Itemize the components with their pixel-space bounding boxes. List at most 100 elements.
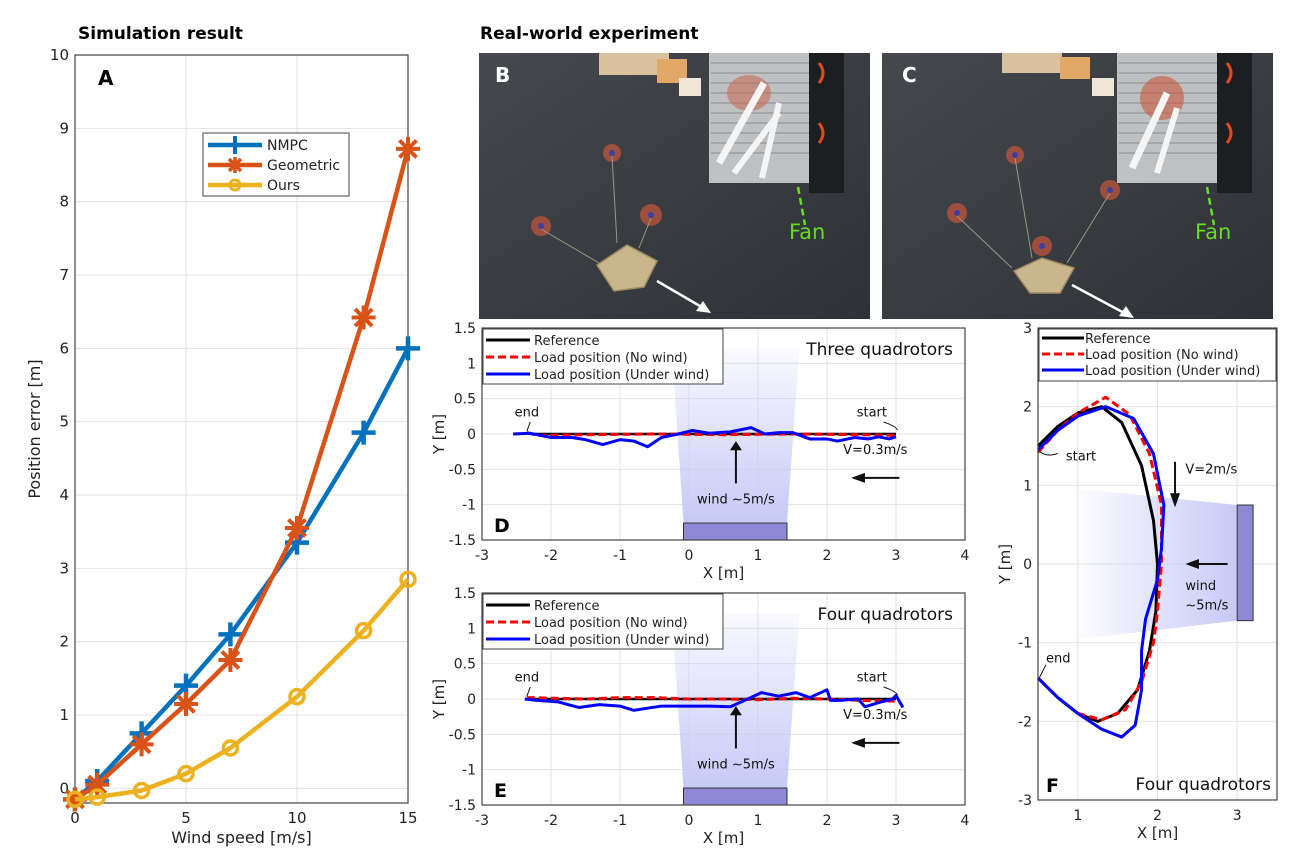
annotation-end: end <box>515 405 540 420</box>
x-axis-label: Wind speed [m/s] <box>171 828 312 847</box>
photo-c-illustration: Fan C <box>882 53 1273 319</box>
quadrotor <box>1100 180 1120 200</box>
x-tick-label: 10 <box>287 809 306 827</box>
wind-arrowhead <box>729 706 742 716</box>
data-point-nmpc <box>218 622 243 647</box>
x-tick-label: 5 <box>181 809 191 827</box>
data-point-ours <box>399 570 417 589</box>
fan-box <box>1236 504 1254 622</box>
marker-plus <box>351 420 376 445</box>
quadrotor <box>640 204 662 226</box>
panel-label-e: E <box>494 780 507 802</box>
data-point-geometric <box>351 305 376 330</box>
y-tick-label: 0.5 <box>454 657 476 673</box>
photo-b: Fan B <box>479 53 870 319</box>
series-line-under-wind <box>512 426 897 449</box>
annotation-wind: wind <box>1185 579 1216 594</box>
panel-label-c: C <box>902 63 917 87</box>
y-axis-label: Y [m] <box>996 544 1014 585</box>
marker-asterisk <box>396 136 420 161</box>
fan-label: Fan <box>1195 220 1231 244</box>
y-tick-label: 2 <box>1023 400 1032 416</box>
data-point-nmpc <box>396 336 420 361</box>
data-point-nmpc <box>351 420 376 445</box>
annotation-wind: wind ~5m/s <box>697 492 775 507</box>
tethers <box>540 155 652 264</box>
fan-pointer <box>1205 186 1216 226</box>
y-tick-label: 2 <box>59 633 69 651</box>
x-tick-label: 0 <box>685 813 694 829</box>
x-tick-label: 4 <box>961 813 970 829</box>
velocity-arrowhead <box>851 472 865 483</box>
wind-arrowhead <box>729 441 742 451</box>
annotation-start: start <box>857 670 887 685</box>
quadrotor <box>1006 146 1024 164</box>
annotation-pointer <box>883 686 899 696</box>
y-tick-label: -1 <box>462 498 476 514</box>
x-tick-label: -3 <box>475 813 489 829</box>
y-axis-label: Y [m] <box>430 679 448 720</box>
marker-asterisk <box>129 732 154 757</box>
y-tick-label: 9 <box>59 119 69 137</box>
data-point-ours <box>221 739 240 757</box>
y-tick-label: 7 <box>59 266 69 284</box>
y-tick-label: 1 <box>59 706 69 724</box>
wind-zone <box>1069 487 1238 641</box>
data-point-geometric <box>129 732 154 757</box>
axes-frame <box>481 327 966 541</box>
x-tick-label: 2 <box>1153 808 1162 824</box>
y-tick-label: 1 <box>467 356 476 372</box>
marker-plus <box>396 336 420 361</box>
annotation-end: end <box>1046 651 1071 666</box>
quadrotor <box>603 144 621 162</box>
marker-circle <box>132 781 151 800</box>
legend: NMPC Geometric Ours <box>202 132 350 197</box>
x-tick-label: -3 <box>475 548 489 564</box>
photo-b-illustration: Fan B <box>479 53 870 319</box>
y-tick-label: -1 <box>462 763 476 779</box>
y-tick-label: -3 <box>1018 793 1032 809</box>
marker-plus <box>218 622 243 647</box>
data-point-ours <box>132 781 151 800</box>
photo-c: Fan C <box>882 53 1273 319</box>
series-line-no-wind <box>1036 395 1163 722</box>
simulation-title: Simulation result <box>78 24 243 44</box>
legend-label: Reference <box>1085 332 1150 347</box>
x-tick-label: 15 <box>398 809 417 827</box>
foam-tiles <box>1002 53 1114 96</box>
motion-arrow <box>1071 283 1134 318</box>
real-world-title: Real-world experiment <box>480 24 699 44</box>
data-point-ours <box>288 687 306 706</box>
marker-asterisk <box>85 772 110 797</box>
panel-label-a: A <box>98 66 114 90</box>
x-tick-label: 1 <box>754 813 763 829</box>
y-axis-label: Position error [m] <box>25 359 44 498</box>
annotation-velocity: V=2m/s <box>1185 463 1237 478</box>
legend-marker <box>228 178 242 192</box>
y-tick-label: 4 <box>59 486 69 504</box>
y-tick-label: -0.5 <box>449 462 476 478</box>
y-tick-label: -0.5 <box>449 727 476 743</box>
quadrotor <box>947 203 967 223</box>
legend-label: Load position (No wind) <box>1085 348 1239 363</box>
panel-subtitle: Four quadrotors <box>818 605 954 625</box>
marker-circle <box>88 788 106 806</box>
y-tick-label: 6 <box>59 339 69 357</box>
y-tick-label: 8 <box>59 193 69 211</box>
marker-asterisk <box>218 648 243 672</box>
chart-e: -3 -2 -1 0 1 2 3 4 -1.5 -1 -0.5 0 0.5 1 1.5 end start V=0… <box>430 586 970 847</box>
annotation-pointer <box>526 686 531 697</box>
legend-label: Load position (Under wind) <box>1085 364 1260 379</box>
fan-box <box>682 787 788 806</box>
panel-subtitle: Three quadrotors <box>805 340 953 360</box>
y-tick-label: 0 <box>467 692 476 708</box>
data-point-geometric <box>174 692 198 716</box>
x-tick-label: 4 <box>961 548 970 564</box>
x-tick-label: 2 <box>823 813 832 829</box>
data-point-ours <box>177 764 195 783</box>
annotation-end: end <box>515 670 540 685</box>
fan-box <box>682 522 788 541</box>
marker-circle <box>221 739 240 757</box>
